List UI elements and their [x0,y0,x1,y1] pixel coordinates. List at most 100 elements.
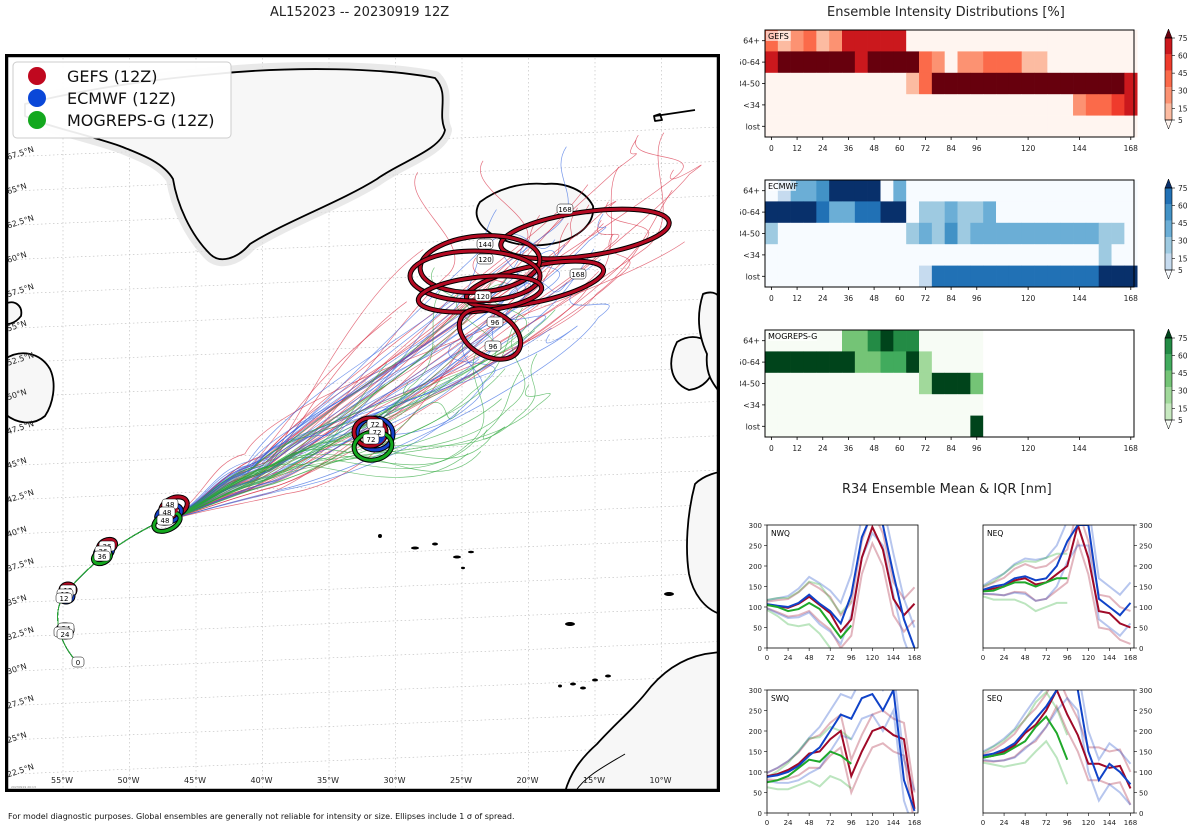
lat-gridline [5,435,720,466]
heatmap-row-label: 50-64 [740,58,760,67]
mogreps-hour-label: 48 [161,517,170,525]
heatmap-cell [1098,51,1112,74]
heatmap-x-tick: 72 [921,144,931,153]
heatmap-cell [1008,51,1022,74]
heatmap-cell [970,372,984,395]
r34-x-tick: 120 [866,654,879,662]
r34-y-tick: 100 [749,769,762,777]
heatmap-cell [919,244,933,266]
gefs-hour-label: 144 [478,241,492,249]
heatmap-cell [1047,222,1061,245]
heatmap-cell [1111,51,1125,74]
heatmap-cell [1085,222,1100,245]
heatmap-cell [1124,180,1138,202]
svalbard-edge [654,109,696,117]
heatmap-cell [931,222,945,245]
heatmap-cell [919,265,933,288]
heatmap-cell [816,265,830,288]
heatmap-cell [970,115,984,138]
heatmap-cell [880,351,894,374]
heatmap-cell [842,415,856,438]
mogreps-hour-label-box [55,592,73,604]
r34-quadrant-label: SWQ [771,694,789,703]
heatmap-cell [906,415,920,438]
heatmap-cell [1124,115,1138,138]
colorbar-tick: 15 [1178,104,1188,113]
heatmap-x-tick: 120 [1021,144,1036,153]
heatmap-x-tick: 96 [972,444,982,453]
colorbar-segment [1165,103,1172,120]
heatmap-cell [829,180,843,202]
heatmap-cell [957,351,971,374]
heatmap-x-tick: 96 [972,294,982,303]
colorbar-tick: 45 [1178,69,1188,78]
heatmap-cell [944,244,958,266]
heatmap-cell [854,72,868,95]
heatmap-cell [816,394,830,416]
heatmap-cell [854,30,868,52]
lat-gridline [5,298,720,329]
r34-x-tick: 24 [784,654,793,662]
lon-label: 20°W [517,776,539,785]
heatmap-cell [842,115,856,138]
heatmap-cell [777,244,791,266]
mogreps-hour-label-box [56,628,74,640]
r34-y-tick: 0 [1139,645,1143,653]
heatmap-cell [983,72,997,95]
heatmap-cell [931,415,945,438]
r34-y-tick: 50 [753,625,762,633]
lat-gridline [5,641,720,672]
heatmap-cell [816,115,830,138]
mogreps-hour-label: 72 [367,436,376,444]
heatmap-cell [893,51,907,74]
heatmap-cell [1073,72,1087,95]
heatmap-cell [1060,265,1074,288]
heatmap-cell [867,94,881,116]
heatmap-cell [777,265,791,288]
heatmap-cell [777,201,791,224]
heatmap-cell [944,415,958,438]
heatmap-x-tick: 24 [818,294,828,303]
heatmap-cell [1111,201,1125,224]
lon-label: 55°W [51,776,73,785]
heatmap-cell [790,244,804,266]
heatmap-cell [790,265,804,288]
heatmap-cell [1085,115,1100,138]
heatmap-cell [906,265,920,288]
heatmap-cell [790,51,804,74]
newfoundland [5,352,55,424]
heatmap-cell [867,115,881,138]
ecmwf-hour-label: 72 [373,429,382,437]
heatmap-cell [765,351,779,374]
heatmap-cell [854,330,868,352]
heatmap-cell [842,394,856,416]
lon-label: 10°W [650,776,672,785]
r34-iqr-line [983,739,1069,785]
heatmap-cell [816,51,830,74]
heatmap-cell [906,115,920,138]
r34-iqr-line [767,609,832,648]
heatmap-x-tick: 48 [869,444,879,453]
r34-y-tick: 0 [758,810,762,818]
heatmap-cell [1060,201,1074,224]
r34-x-tick: 96 [847,819,856,827]
heatmap-cell [867,222,881,245]
colorbar-tick: 5 [1178,416,1183,425]
heatmap-cell [1073,265,1087,288]
heatmap-cell [829,394,843,416]
r34-x-tick: 48 [1021,654,1030,662]
heatmap-frame [764,179,1135,288]
heatmap-cell [1111,72,1125,95]
heatmap-cell [1085,201,1100,224]
heatmap-cell [1047,115,1061,138]
heatmap-x-tick: 60 [895,144,905,153]
heatmap-cell [919,351,933,374]
heatmap-cell [854,372,868,395]
heatmap-cell [854,222,868,245]
r34-y-tick: 150 [1139,584,1152,592]
r34-y-tick: 200 [1139,728,1152,736]
colorbar-tick: 75 [1178,334,1188,343]
heatmap-cell [1111,94,1125,116]
heatmap-cell [919,394,933,416]
heatmap-cell [944,222,958,245]
